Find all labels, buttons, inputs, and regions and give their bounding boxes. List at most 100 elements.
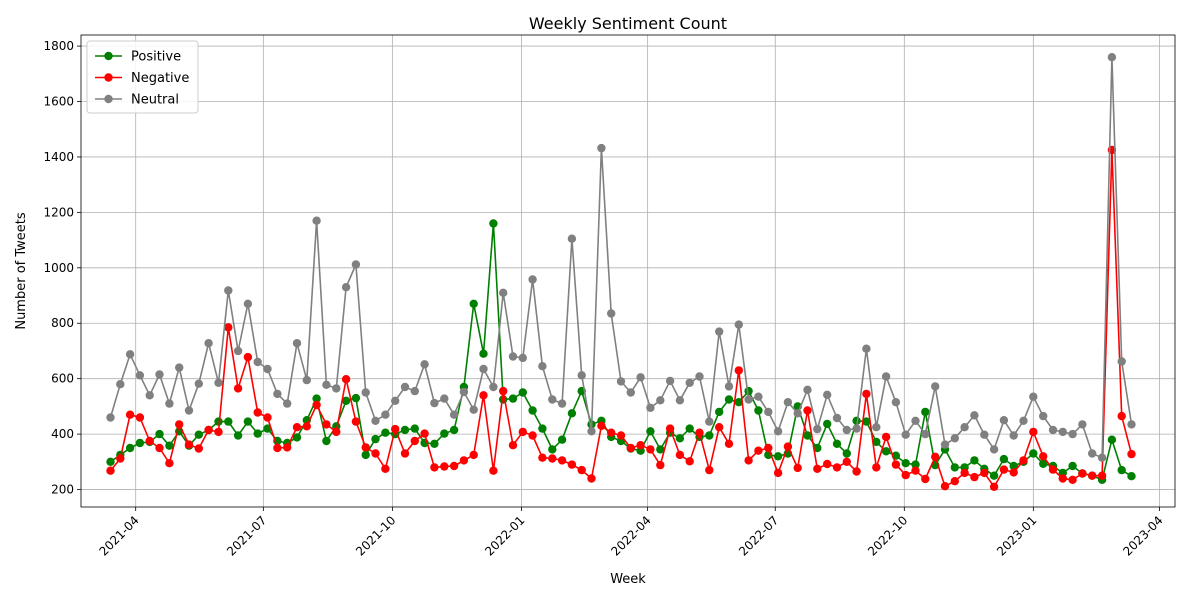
data-point-positive <box>823 419 832 429</box>
data-point-negative <box>665 424 675 433</box>
data-point-neutral <box>1058 427 1068 437</box>
data-point-negative <box>125 410 135 419</box>
data-point-positive <box>675 434 685 443</box>
y-tick-label: 600 <box>51 372 74 386</box>
data-point-neutral <box>636 373 645 382</box>
data-point-neutral <box>302 375 311 385</box>
data-point-neutral <box>145 391 154 400</box>
data-point-neutral <box>233 346 243 356</box>
data-point-negative <box>322 420 331 429</box>
data-point-negative <box>803 406 812 415</box>
data-point-neutral <box>842 425 851 435</box>
data-point-negative <box>263 413 272 422</box>
data-point-negative <box>1117 411 1126 421</box>
data-point-positive <box>430 439 439 448</box>
data-point-positive <box>400 425 410 435</box>
data-point-negative <box>145 436 154 446</box>
data-point-neutral <box>508 352 518 361</box>
data-point-neutral <box>1088 449 1097 458</box>
data-point-positive <box>1127 472 1136 481</box>
data-point-positive <box>410 424 419 433</box>
data-point-negative <box>302 422 311 431</box>
data-point-negative <box>695 428 704 437</box>
data-point-neutral <box>626 388 635 397</box>
data-point-negative <box>459 456 469 465</box>
data-point-negative <box>1039 452 1048 461</box>
legend-marker-negative <box>104 73 113 82</box>
data-point-positive <box>224 417 233 426</box>
data-point-neutral <box>616 377 626 386</box>
data-point-neutral <box>263 364 272 374</box>
series-layer <box>106 53 1136 491</box>
data-point-neutral <box>1019 416 1028 425</box>
data-point-positive <box>989 471 999 480</box>
data-point-negative <box>626 443 635 453</box>
data-point-neutral <box>607 309 616 318</box>
data-point-negative <box>724 439 734 448</box>
data-point-negative <box>832 463 842 472</box>
data-point-negative <box>940 482 950 491</box>
y-tick-label: 200 <box>51 483 74 497</box>
data-point-neutral <box>557 399 567 408</box>
data-point-neutral <box>577 371 586 380</box>
data-point-negative <box>204 425 213 435</box>
data-point-negative <box>970 472 979 482</box>
legend-label-neutral: Neutral <box>131 93 179 108</box>
data-point-neutral <box>665 376 675 386</box>
legend-box <box>86 40 199 114</box>
data-point-neutral <box>459 387 469 397</box>
data-point-positive <box>243 417 253 426</box>
data-point-negative <box>440 462 449 471</box>
data-point-positive <box>970 456 979 465</box>
data-point-neutral <box>862 344 871 353</box>
data-point-positive <box>567 409 577 418</box>
data-point-positive <box>528 406 537 415</box>
data-point-positive <box>371 434 380 444</box>
data-point-negative <box>901 470 910 480</box>
data-point-neutral <box>754 392 763 401</box>
data-point-positive <box>557 435 567 444</box>
data-point-neutral <box>371 416 380 425</box>
data-point-negative <box>911 466 920 475</box>
data-point-positive <box>1107 435 1117 444</box>
plot-area-frame <box>80 34 1176 508</box>
data-point-negative <box>361 443 370 452</box>
data-point-negative <box>685 457 694 466</box>
data-point-neutral <box>940 440 950 449</box>
data-point-neutral <box>332 384 341 393</box>
data-point-negative <box>577 465 586 475</box>
data-point-negative <box>1088 471 1097 480</box>
data-point-neutral <box>106 413 115 422</box>
data-point-negative <box>499 386 508 396</box>
data-point-positive <box>361 450 370 460</box>
data-point-neutral <box>116 380 125 389</box>
data-point-positive <box>715 407 724 417</box>
data-point-negative <box>449 461 459 471</box>
data-point-neutral <box>449 410 459 419</box>
data-point-negative <box>1127 449 1136 459</box>
data-point-neutral <box>420 360 429 369</box>
data-point-positive <box>479 349 488 358</box>
data-point-neutral <box>832 413 842 423</box>
series-negative <box>106 145 1136 491</box>
data-point-positive <box>734 398 743 407</box>
data-point-neutral <box>999 416 1009 425</box>
data-point-neutral <box>764 407 773 417</box>
data-point-neutral <box>155 370 164 379</box>
data-point-negative <box>852 467 861 476</box>
data-point-negative <box>518 427 527 437</box>
data-point-neutral <box>322 380 331 389</box>
data-point-neutral <box>960 423 969 432</box>
data-point-positive <box>803 431 812 440</box>
data-point-neutral <box>1127 420 1136 429</box>
legend-label-positive: Positive <box>131 50 181 65</box>
data-point-neutral <box>724 382 734 391</box>
data-point-neutral <box>1039 411 1048 421</box>
data-point-positive <box>813 443 822 453</box>
data-point-positive <box>656 445 665 454</box>
data-point-positive <box>233 431 243 440</box>
data-point-positive <box>852 416 861 425</box>
data-point-neutral <box>548 395 557 404</box>
